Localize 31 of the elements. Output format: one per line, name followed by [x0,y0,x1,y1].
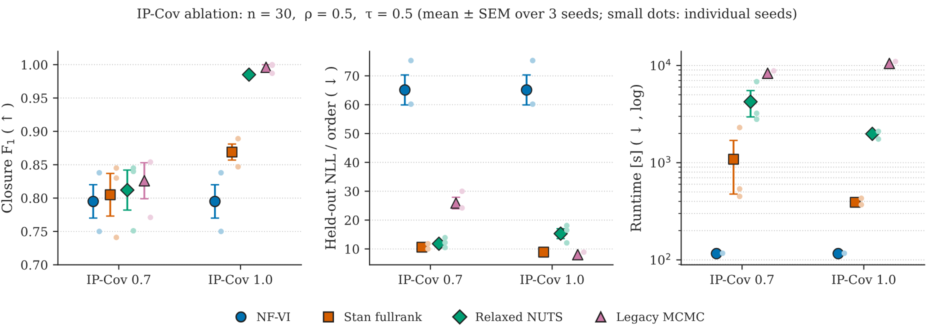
y-tick-label: 1.00 [22,60,48,70]
y-tick-label: 40 [344,158,359,168]
y-tick-label: 0.75 [21,226,48,236]
legend-label: NF-VI [256,312,290,322]
y-axis-title: Closure F$_{1}$ ( ↑ ) [1,104,14,213]
y-tick-label: 10 [345,244,359,254]
y-axis-title: Runtime [s] ( ↓ , log) [630,84,644,232]
x-tick-label: IP-Cov 0.7 [710,274,774,284]
y-tick-label: 0.90 [21,126,48,136]
y-tick-label: 10$^{2}$ [650,253,670,265]
legend-label: Relaxed NUTS [476,312,562,322]
y-tick-label: 60 [344,100,359,110]
y-tick-label: 20 [344,216,359,226]
x-tick-label: IP-Cov 0.7 [87,274,150,284]
y-tick-label: 30 [344,186,359,196]
y-tick-label: 70 [344,71,359,81]
x-tick-label: IP-Cov 1.0 [208,274,272,284]
y-tick-label: 0.80 [21,194,48,204]
x-tick-label: IP-Cov 1.0 [520,274,584,284]
y-axis-title: Held-out NLL / order ( ↓ ) [324,67,338,250]
y-tick-label: 10$^{4}$ [650,59,671,70]
x-tick-label: IP-Cov 0.7 [398,274,462,284]
legend-label: Stan fullrank [344,312,422,322]
x-tick-label: IP-Cov 1.0 [832,274,896,284]
y-tick-label: 10$^{3}$ [650,156,670,168]
text: IP-Cov ablation: n = 30, ρ = 0.5, τ = 0.5 (mean ± SEM over 3 seeds; small dots: individual seeds) [137,8,796,22]
y-tick-label: 50 [344,129,359,138]
legend-label: Legacy MCMC [616,312,704,324]
y-tick-label: 0.70 [21,260,48,270]
y-tick-label: 0.85 [21,160,48,170]
y-tick-label: 0.95 [21,93,48,103]
